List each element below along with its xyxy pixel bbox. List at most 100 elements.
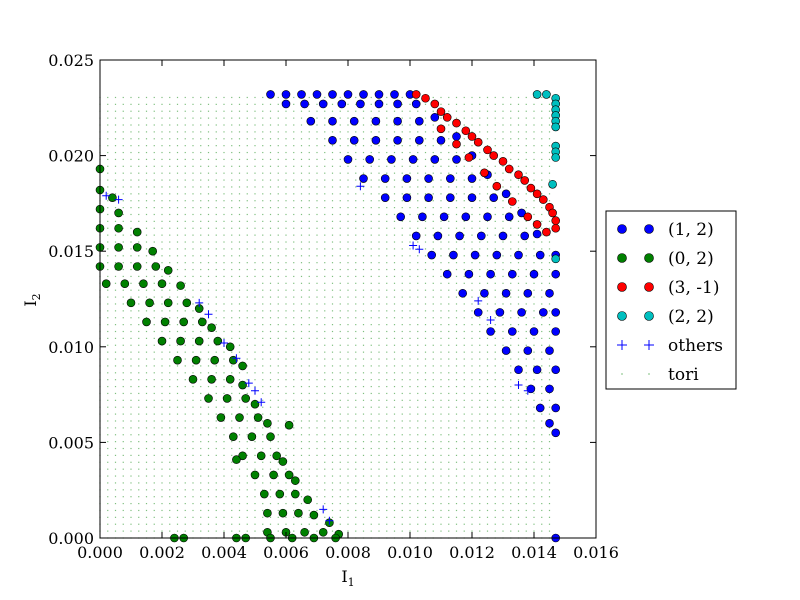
tori-point bbox=[161, 131, 163, 133]
tori-point bbox=[138, 138, 140, 140]
tori-point bbox=[130, 496, 132, 498]
tori-point bbox=[192, 344, 194, 346]
tori-point bbox=[122, 145, 124, 147]
tori-point bbox=[502, 213, 504, 216]
tori-point bbox=[161, 138, 163, 140]
tori-point bbox=[331, 248, 334, 250]
tori-point bbox=[517, 241, 520, 243]
tori-point bbox=[215, 489, 217, 491]
tori-point bbox=[486, 372, 489, 374]
tori-point bbox=[223, 406, 225, 408]
tori-point bbox=[347, 310, 349, 312]
tori-point bbox=[169, 351, 171, 353]
tori-point bbox=[238, 262, 241, 264]
tori-point bbox=[386, 317, 388, 319]
tori-point bbox=[494, 103, 496, 105]
tori-point bbox=[300, 138, 303, 140]
tori-point bbox=[130, 310, 132, 312]
tori-point bbox=[277, 241, 279, 243]
tori-point bbox=[324, 179, 326, 181]
tori-point bbox=[362, 475, 365, 477]
tori-point bbox=[409, 399, 411, 401]
tori-point bbox=[114, 145, 117, 147]
tori-point bbox=[324, 413, 326, 415]
tori-point bbox=[293, 220, 295, 222]
tori-point bbox=[339, 207, 341, 209]
tori-point bbox=[432, 337, 434, 339]
tori-point bbox=[316, 262, 318, 264]
tori-point bbox=[262, 337, 264, 339]
tori-point bbox=[145, 255, 148, 257]
tori-point bbox=[386, 138, 388, 140]
tori-point bbox=[541, 213, 543, 216]
tori-point bbox=[223, 296, 225, 298]
tori-point bbox=[269, 241, 272, 243]
tori-point bbox=[432, 385, 434, 388]
tori-point bbox=[424, 379, 427, 381]
tori-point bbox=[145, 441, 148, 443]
tori-point bbox=[300, 207, 303, 209]
tori-point bbox=[386, 296, 388, 298]
tori-point bbox=[331, 516, 334, 518]
tori-point bbox=[502, 248, 504, 250]
tori-point bbox=[316, 103, 318, 105]
data-point bbox=[250, 399, 260, 409]
tori-point bbox=[231, 489, 233, 491]
tori-point bbox=[471, 482, 473, 484]
tori-point bbox=[386, 262, 388, 264]
tori-point bbox=[223, 151, 225, 154]
tori-point bbox=[339, 337, 341, 339]
tori-point bbox=[277, 509, 279, 512]
tori-point bbox=[548, 344, 551, 346]
tori-point bbox=[347, 317, 349, 319]
tori-point bbox=[525, 406, 527, 408]
tori-point bbox=[269, 399, 272, 401]
tori-point bbox=[161, 296, 163, 298]
tori-point bbox=[138, 186, 140, 188]
tori-point bbox=[231, 509, 233, 512]
tori-point bbox=[386, 110, 388, 112]
data-point bbox=[281, 90, 291, 99]
tori-point bbox=[207, 213, 210, 216]
tori-point bbox=[231, 310, 233, 312]
tori-point bbox=[324, 489, 326, 491]
tori-point bbox=[293, 523, 295, 525]
tori-point bbox=[161, 234, 163, 236]
tori-point bbox=[308, 296, 310, 298]
tori-point bbox=[378, 399, 380, 401]
tori-point bbox=[114, 434, 117, 436]
data-point bbox=[207, 375, 216, 384]
tori-point bbox=[300, 262, 303, 264]
tori-point bbox=[316, 523, 318, 525]
tori-point bbox=[440, 434, 442, 436]
tori-point bbox=[525, 165, 527, 167]
tori-point bbox=[355, 475, 357, 477]
tori-point bbox=[463, 124, 465, 126]
tori-point bbox=[533, 124, 535, 126]
tori-point bbox=[440, 262, 442, 264]
tori-point bbox=[409, 275, 411, 278]
tori-point bbox=[176, 151, 179, 154]
tori-point bbox=[316, 447, 318, 450]
tori-point bbox=[153, 399, 155, 401]
tori-point bbox=[347, 420, 349, 422]
tori-point bbox=[262, 523, 264, 525]
tori-point bbox=[161, 502, 163, 505]
tori-point bbox=[355, 509, 357, 512]
data-point bbox=[545, 346, 554, 355]
tori-point bbox=[409, 227, 411, 229]
data-point bbox=[445, 174, 455, 183]
tori-point bbox=[448, 427, 450, 429]
tori-point bbox=[355, 523, 357, 525]
tori-point bbox=[277, 475, 279, 477]
tori-point bbox=[277, 262, 279, 264]
tori-point bbox=[246, 447, 248, 450]
tori-point bbox=[324, 213, 326, 216]
tori-point bbox=[215, 351, 217, 353]
tori-point bbox=[215, 344, 217, 346]
tori-point bbox=[262, 282, 264, 284]
tori-point bbox=[448, 110, 450, 112]
tori-point bbox=[176, 324, 179, 326]
tori-point bbox=[300, 454, 303, 457]
tori-point bbox=[262, 262, 264, 264]
